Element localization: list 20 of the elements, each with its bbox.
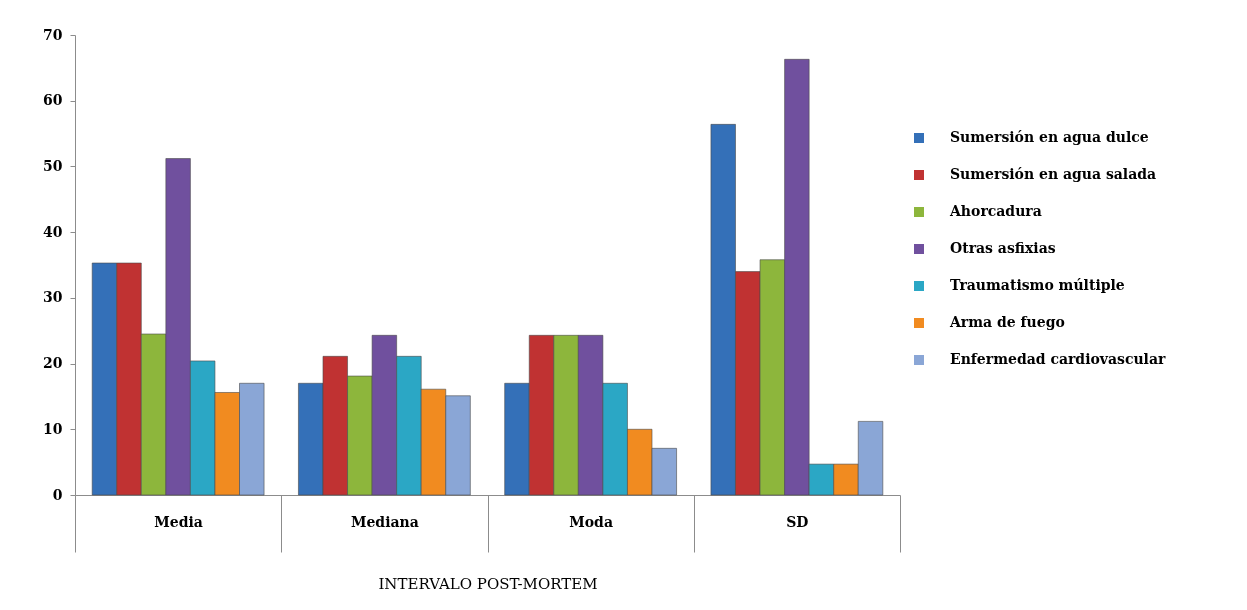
y-tick-label: 30 [43,289,63,306]
y-tick-label: 50 [43,157,63,174]
x-tick-label: Moda [569,513,613,530]
y-tick-label: 20 [43,355,63,372]
x-tick-label: SD [786,513,809,530]
legend-label: Otras asfixias [950,240,1056,256]
legend-label: Traumatismo múltiple [950,277,1125,293]
legend-label: Ahorcadura [949,203,1042,219]
x-tick-label: Media [154,513,203,530]
y-tick-label: 70 [43,26,63,43]
legend-label: Sumersión en agua salada [950,166,1157,182]
y-tick-label: 10 [43,420,63,437]
y-tick-label: 40 [43,223,63,240]
x-axis-title: INTERVALO POST-MORTEM [378,575,598,593]
y-tick-label: 0 [52,486,63,503]
legend-label: Arma de fuego [949,314,1065,330]
legend-label: Sumersión en agua dulce [950,129,1149,145]
legend-label: Enfermedad cardiovascular [950,351,1166,367]
x-tick-label: Mediana [350,513,419,530]
y-tick-label: 60 [43,92,63,109]
